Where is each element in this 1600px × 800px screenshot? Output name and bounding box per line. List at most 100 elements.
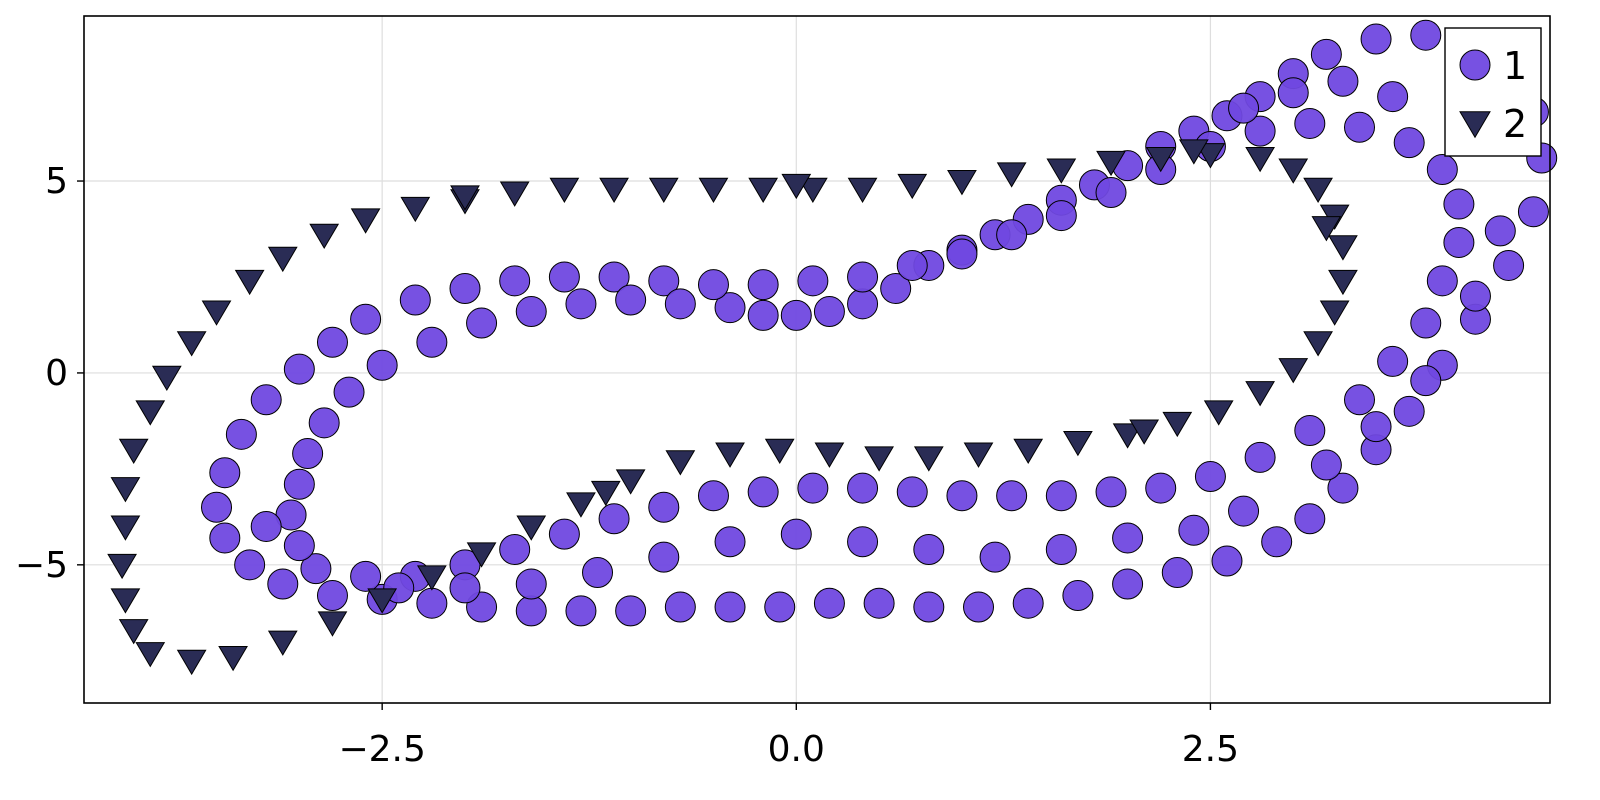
- series-2: [107, 139, 1358, 676]
- data-point-series-1: [1244, 115, 1276, 147]
- series-layer: [107, 19, 1558, 676]
- data-point-series-1: [648, 541, 680, 573]
- plot-frame: [83, 15, 1551, 704]
- data-point-series-2: [698, 177, 729, 203]
- data-point-series-1: [797, 472, 829, 504]
- data-point-series-2: [317, 611, 348, 637]
- data-point-series-1: [847, 472, 879, 504]
- data-point-series-2: [218, 645, 248, 672]
- data-point-series-1: [797, 265, 829, 297]
- data-point-series-1: [1294, 415, 1326, 447]
- data-point-series-1: [1277, 77, 1309, 109]
- data-point-series-1: [813, 587, 845, 619]
- data-point-series-1: [1327, 65, 1359, 97]
- data-point-series-1: [1410, 19, 1442, 51]
- data-point-series-2: [764, 438, 795, 464]
- data-point-series-1: [946, 480, 978, 512]
- data-point-series-2: [847, 177, 878, 203]
- data-point-series-2: [1046, 158, 1077, 184]
- data-point-series-1: [747, 299, 779, 331]
- data-point-series-2: [350, 208, 381, 234]
- data-point-series-2: [1145, 147, 1176, 173]
- data-point-series-1: [300, 553, 332, 585]
- data-point-series-1: [308, 407, 340, 439]
- data-point-series-1: [234, 549, 266, 581]
- data-point-series-1: [250, 510, 282, 542]
- x-tick-label: 2.5: [1182, 729, 1239, 770]
- data-point-series-1: [399, 284, 431, 316]
- data-point-series-1: [1310, 38, 1342, 70]
- data-point-series-1: [209, 457, 241, 489]
- data-point-series-2: [996, 162, 1027, 188]
- data-point-series-1: [1228, 92, 1260, 124]
- data-point-series-1: [714, 292, 746, 324]
- data-point-series-1: [1194, 461, 1226, 493]
- legend-marker-triangle: [1459, 111, 1491, 139]
- data-point-series-2: [416, 565, 447, 591]
- data-point-series-1: [598, 503, 630, 535]
- data-point-series-2: [648, 177, 679, 203]
- y-tick-label: 5: [45, 161, 68, 202]
- data-point-series-2: [110, 477, 141, 503]
- data-point-series-2: [499, 181, 530, 207]
- data-point-series-1: [466, 307, 498, 339]
- data-point-series-1: [946, 238, 978, 270]
- data-point-series-1: [813, 296, 845, 328]
- data-point-series-1: [316, 326, 348, 358]
- data-point-series-1: [1344, 384, 1376, 416]
- data-point-series-2: [864, 446, 894, 472]
- data-point-series-2: [590, 480, 621, 507]
- data-point-series-2: [1178, 139, 1209, 165]
- data-point-series-1: [565, 595, 597, 627]
- data-point-series-1: [582, 557, 614, 589]
- data-point-series-2: [1063, 431, 1093, 457]
- legend-box: [1444, 27, 1542, 157]
- data-point-series-1: [1360, 23, 1392, 55]
- data-point-series-1: [1410, 307, 1442, 339]
- data-point-series-1: [1095, 476, 1127, 508]
- data-point-series-2: [1328, 235, 1358, 261]
- data-point-series-1: [963, 591, 995, 623]
- data-point-series-2: [1096, 150, 1126, 177]
- data-point-series-2: [118, 438, 149, 464]
- data-point-series-1: [1112, 568, 1144, 600]
- data-point-series-1: [201, 491, 233, 523]
- data-point-series-1: [350, 560, 382, 592]
- data-point-series-2: [466, 542, 497, 568]
- data-point-series-1: [209, 522, 241, 554]
- data-point-series-1: [648, 265, 680, 297]
- data-point-series-1: [1012, 587, 1044, 619]
- data-point-series-2: [135, 400, 166, 426]
- data-point-series-2: [151, 365, 182, 392]
- data-point-series-1: [283, 530, 315, 562]
- data-point-series-2: [1245, 381, 1275, 407]
- data-point-series-1: [780, 299, 812, 331]
- data-point-series-2: [715, 442, 745, 468]
- data-point-series-1: [499, 533, 531, 565]
- data-point-series-2: [1303, 331, 1333, 357]
- data-point-series-2: [107, 553, 137, 580]
- data-point-series-2: [176, 649, 207, 676]
- data-point-series-2: [748, 177, 779, 203]
- data-point-series-2: [1129, 419, 1160, 445]
- data-point-series-1: [1393, 395, 1425, 427]
- data-point-series-2: [267, 630, 298, 656]
- data-point-series-1: [1045, 533, 1077, 565]
- data-point-series-2: [176, 331, 207, 357]
- data-point-series-1: [1294, 107, 1326, 139]
- data-point-series-1: [292, 438, 324, 470]
- data-point-series-1: [648, 491, 680, 523]
- legend: 12: [1444, 27, 1542, 157]
- data-point-series-1: [714, 591, 746, 623]
- y-tick-label: −5: [15, 545, 68, 586]
- data-point-series-1: [747, 476, 779, 508]
- data-point-series-1: [780, 518, 812, 550]
- data-point-series-2: [450, 185, 480, 211]
- data-point-series-1: [1310, 449, 1342, 481]
- data-point-series-1: [565, 288, 597, 320]
- data-point-series-1: [747, 269, 779, 301]
- data-point-series-1: [1145, 472, 1177, 504]
- data-point-series-1: [515, 568, 547, 600]
- data-point-series-1: [979, 541, 1011, 573]
- x-tick-label: −2.5: [338, 729, 425, 770]
